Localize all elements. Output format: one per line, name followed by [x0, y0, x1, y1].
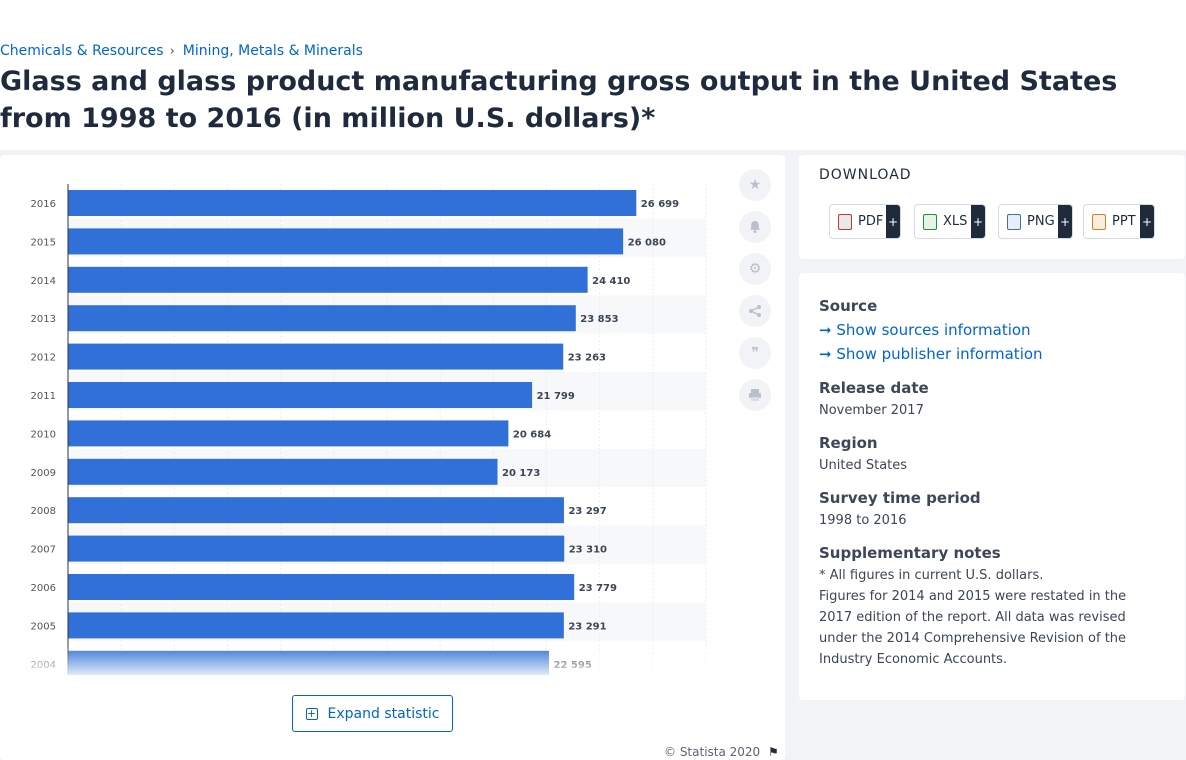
png-label: PNG [1027, 214, 1055, 229]
expand-label: Expand statistic [327, 705, 440, 722]
bell-icon[interactable] [739, 211, 771, 243]
bar [68, 228, 624, 255]
download-xls-button[interactable]: XLS + [914, 204, 986, 239]
share-icon[interactable] [739, 295, 771, 327]
plus-icon: + [971, 205, 985, 238]
png-file-icon [1007, 213, 1021, 230]
show-sources-link[interactable]: ➞ Show sources information [819, 321, 1031, 339]
y-tick-label: 2005 [31, 621, 56, 632]
xls-file-icon [923, 213, 937, 230]
bar [68, 305, 576, 332]
notes-line-2: Figures for 2014 and 2015 were restated … [819, 589, 1127, 667]
chart-area: 2016 26 699 2015 26 080 2014 24 410 2013 23 853… [0, 155, 730, 675]
download-title: DOWNLOAD [819, 167, 912, 183]
data-label: 24 410 [592, 276, 630, 287]
header-background [0, 0, 1186, 150]
data-label: 26 699 [641, 199, 679, 210]
bar [68, 458, 498, 485]
ppt-file-icon [1092, 213, 1106, 230]
release-date-label: Release date [819, 379, 929, 397]
plus-icon: + [1140, 205, 1154, 238]
xls-label: XLS [943, 214, 968, 229]
data-label: 21 799 [537, 391, 575, 402]
breadcrumb-chemicals[interactable]: Chemicals & Resources [0, 43, 164, 59]
bar [68, 190, 637, 216]
release-date-value: November 2017 [819, 403, 924, 418]
data-label: 23 297 [568, 506, 606, 517]
data-label: 20 173 [502, 468, 540, 479]
supplementary-notes: * All figures in current U.S. dollars. F… [819, 565, 1159, 670]
y-tick-label: 2013 [31, 314, 56, 325]
download-card: DOWNLOAD PDF + XLS + PNG + PPT + [799, 155, 1185, 259]
star-icon[interactable]: ★ [739, 169, 771, 201]
data-label: 23 853 [580, 314, 618, 325]
ppt-label: PPT [1112, 214, 1136, 229]
plus-square-icon: + [305, 706, 318, 720]
y-tick-label: 2012 [31, 353, 56, 364]
bar [68, 382, 533, 408]
data-label: 26 080 [628, 237, 666, 248]
info-card: Source ➞ Show sources information ➞ Show… [799, 273, 1185, 700]
arrow-right-icon: ➞ [819, 345, 832, 363]
supplementary-notes-label: Supplementary notes [819, 544, 1001, 562]
data-label: 23 263 [568, 353, 606, 364]
plus-icon: + [1058, 205, 1072, 238]
chart-card: 2016 26 699 2015 26 080 2014 24 410 2013 23 853… [0, 155, 785, 760]
y-tick-label: 2015 [31, 237, 56, 248]
y-tick-label: 2016 [31, 199, 56, 210]
data-label: 23 779 [579, 583, 617, 594]
source-label: Source [819, 297, 878, 315]
chart-toolbar: ★ ⚙ ❞ [739, 169, 771, 421]
copyright-text: © Statista 2020 [664, 745, 761, 759]
survey-period-label: Survey time period [819, 489, 981, 507]
chevron-right-icon: › [169, 43, 175, 59]
download-ppt-button[interactable]: PPT + [1083, 204, 1155, 239]
data-label: 23 291 [568, 621, 606, 632]
page-title: Glass and glass product manufacturing gr… [0, 66, 1118, 134]
copyright[interactable]: © Statista 2020 ⚑ [664, 745, 779, 759]
y-tick-label: 2006 [31, 583, 56, 594]
bar [68, 535, 565, 562]
y-tick-label: 2008 [31, 506, 56, 517]
survey-period-value: 1998 to 2016 [819, 513, 907, 528]
show-publisher-link[interactable]: ➞ Show publisher information [819, 345, 1043, 363]
y-tick-label: 2014 [31, 276, 56, 287]
y-tick-label: 2009 [31, 468, 56, 479]
chart-fade [0, 645, 730, 675]
bar [68, 574, 575, 600]
pdf-file-icon [838, 213, 852, 230]
data-label: 23 310 [569, 545, 607, 556]
gear-icon[interactable]: ⚙ [739, 253, 771, 285]
quote-icon[interactable]: ❞ [739, 337, 771, 369]
breadcrumb-mining[interactable]: Mining, Metals & Minerals [182, 43, 363, 59]
bar [68, 497, 564, 524]
y-tick-label: 2007 [31, 545, 56, 556]
flag-icon: ⚑ [768, 745, 779, 759]
data-label: 20 684 [513, 429, 551, 440]
download-png-button[interactable]: PNG + [998, 204, 1073, 239]
bar [68, 420, 509, 447]
breadcrumb: Chemicals & Resources › Mining, Metals &… [0, 43, 363, 59]
download-pdf-button[interactable]: PDF + [829, 204, 901, 239]
region-label: Region [819, 434, 878, 452]
plus-icon: + [886, 205, 900, 238]
region-value: United States [819, 458, 908, 473]
bar [68, 612, 564, 639]
bar [68, 343, 564, 370]
show-publisher-text: Show publisher information [836, 345, 1043, 363]
bar [68, 266, 588, 293]
bar-chart: 2016 26 699 2015 26 080 2014 24 410 2013 23 853… [31, 184, 707, 675]
y-tick-label: 2011 [31, 391, 56, 402]
pdf-label: PDF [858, 214, 884, 229]
show-sources-text: Show sources information [836, 321, 1031, 339]
notes-line-1: * All figures in current U.S. dollars. [819, 568, 1044, 583]
y-tick-label: 2010 [31, 429, 56, 440]
expand-statistic-button[interactable]: + Expand statistic [292, 695, 453, 732]
arrow-right-icon: ➞ [819, 321, 832, 339]
print-icon[interactable] [739, 379, 771, 411]
